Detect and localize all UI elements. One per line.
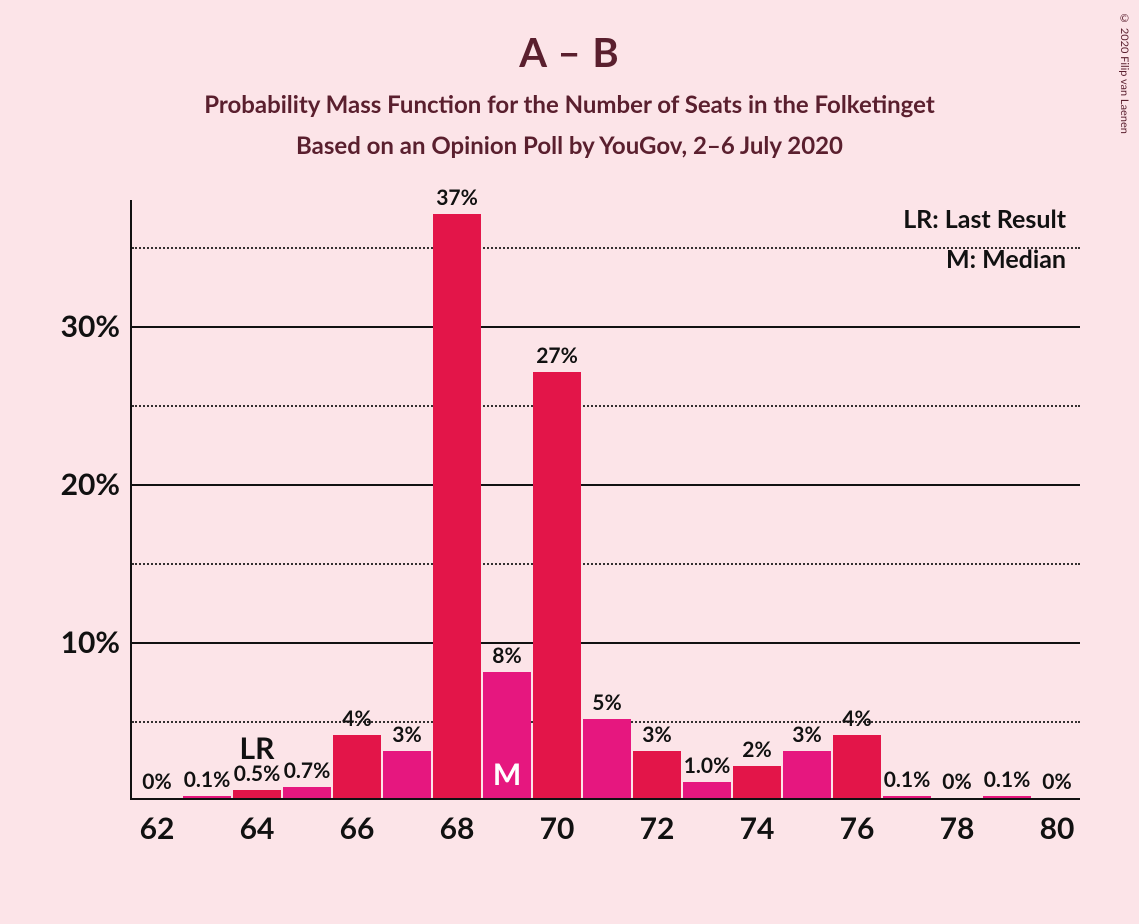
bar: 27% bbox=[533, 372, 581, 798]
gridline-minor bbox=[132, 563, 1080, 565]
median-marker: M bbox=[493, 756, 521, 792]
copyright-text: © 2020 Filip van Laenen bbox=[1118, 12, 1131, 134]
bar: 5% bbox=[583, 719, 631, 798]
bar: 0.5% bbox=[233, 790, 281, 798]
chart-subtitle-1: Probability Mass Function for the Number… bbox=[0, 90, 1139, 119]
bar-value-label: 0% bbox=[1042, 769, 1071, 798]
last-result-marker: LR bbox=[240, 730, 275, 766]
pmf-bar-chart: LR: Last Result M: Median 10% 20% 30% 62 64 6… bbox=[60, 200, 1090, 870]
gridline-minor bbox=[132, 405, 1080, 407]
gridline-major bbox=[132, 484, 1080, 486]
bar-value-label: 0% bbox=[142, 769, 171, 798]
bar-value-label: 0% bbox=[942, 769, 971, 798]
bar: 1.0% bbox=[683, 782, 731, 798]
gridline-major bbox=[132, 642, 1080, 644]
bar-value-label: 0.7% bbox=[284, 758, 331, 787]
bar: 3% bbox=[783, 751, 831, 798]
bar-value-label: 4% bbox=[842, 706, 871, 735]
chart-title: A – B bbox=[0, 28, 1139, 76]
bar: 4% bbox=[333, 735, 381, 798]
x-axis-tick: 66 bbox=[340, 798, 375, 846]
bar: 0.1% bbox=[183, 796, 231, 798]
bar: 0.1% bbox=[883, 796, 931, 798]
legend-lr: LR: Last Result bbox=[903, 204, 1066, 234]
bar: 0.7% bbox=[283, 787, 331, 798]
x-axis-tick: 72 bbox=[640, 798, 675, 846]
legend-median: M: Median bbox=[903, 244, 1066, 274]
x-axis-tick: 70 bbox=[540, 798, 575, 846]
bar: 2% bbox=[733, 766, 781, 798]
bar-value-label: 1.0% bbox=[684, 753, 731, 782]
title-block: A – B Probability Mass Function for the … bbox=[0, 0, 1139, 160]
x-axis-tick: 68 bbox=[440, 798, 475, 846]
y-axis-tick: 10% bbox=[61, 624, 132, 660]
x-axis-tick: 78 bbox=[940, 798, 975, 846]
bar-value-label: 3% bbox=[792, 722, 821, 751]
bar-value-label: 5% bbox=[592, 690, 621, 719]
chart-subtitle-2: Based on an Opinion Poll by YouGov, 2–6 … bbox=[0, 131, 1139, 160]
y-axis-tick: 30% bbox=[61, 308, 132, 344]
x-axis-tick: 76 bbox=[840, 798, 875, 846]
bar-value-label: 0.1% bbox=[984, 767, 1031, 796]
bar-value-label: 27% bbox=[536, 343, 578, 372]
bar-value-label: 37% bbox=[436, 185, 478, 214]
bar-value-label: 4% bbox=[342, 706, 371, 735]
bar-value-label: 0.1% bbox=[184, 767, 231, 796]
bar: 4% bbox=[833, 735, 881, 798]
bar-value-label: 2% bbox=[742, 737, 771, 766]
x-axis-tick: 62 bbox=[140, 798, 175, 846]
y-axis-tick: 20% bbox=[61, 466, 132, 502]
x-axis-tick: 64 bbox=[240, 798, 275, 846]
bar-value-label: 3% bbox=[392, 722, 421, 751]
gridline-major bbox=[132, 326, 1080, 328]
x-axis-tick: 74 bbox=[740, 798, 775, 846]
legend: LR: Last Result M: Median bbox=[903, 204, 1066, 284]
bar: 3% bbox=[633, 751, 681, 798]
bar-value-label: 3% bbox=[642, 722, 671, 751]
bar-value-label: 8% bbox=[492, 643, 521, 672]
plot-area: LR: Last Result M: Median 10%20%30%62646… bbox=[130, 200, 1080, 800]
x-axis-tick: 80 bbox=[1040, 798, 1075, 846]
bar-value-label: 0.1% bbox=[884, 767, 931, 796]
bar: 3% bbox=[383, 751, 431, 798]
bar: 0.1% bbox=[983, 796, 1031, 798]
bar: 37% bbox=[433, 214, 481, 798]
